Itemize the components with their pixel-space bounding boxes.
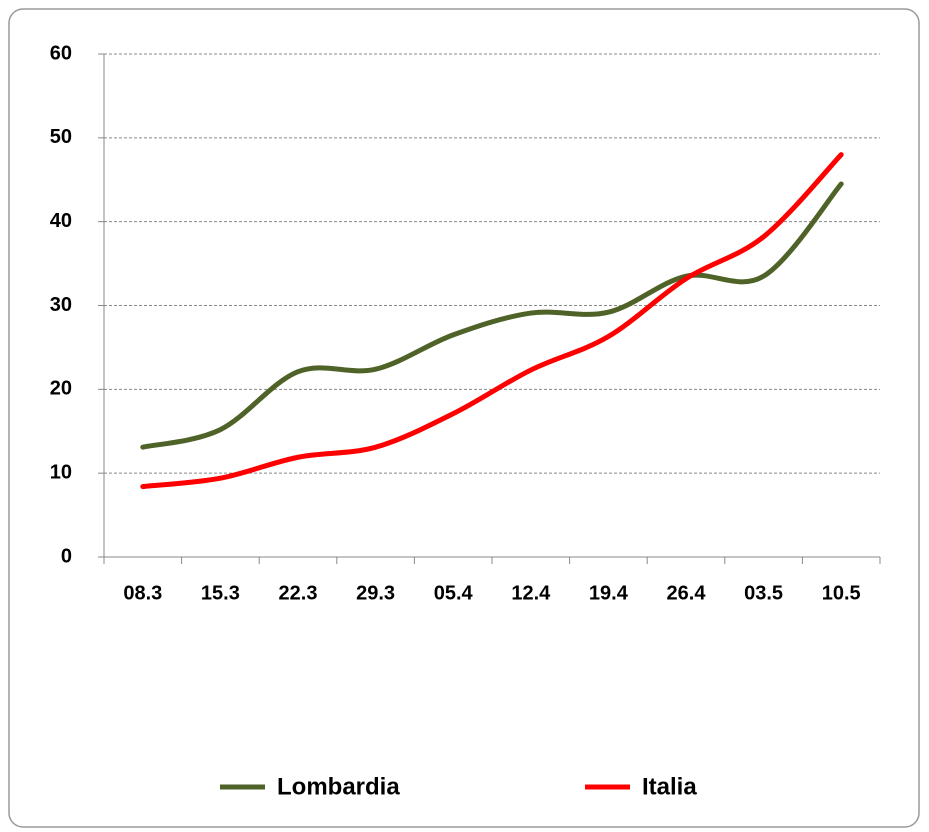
x-tick-label: 15.3 [201,582,240,604]
x-tick-label: 12.4 [511,582,551,604]
x-tick-label: 19.4 [589,582,629,604]
x-tick-label: 10.5 [822,582,861,604]
x-tick-label: 03.5 [744,582,783,604]
y-tick-label: 60 [50,42,72,64]
x-tick-label: 05.4 [434,582,474,604]
x-tick-label: 29.3 [356,582,395,604]
y-tick-label: 50 [50,126,72,148]
x-tick-label: 22.3 [279,582,318,604]
x-tick-label: 26.4 [667,582,707,604]
x-tick-label: 08.3 [123,582,162,604]
y-tick-label: 30 [50,294,72,316]
legend-label: Italia [642,773,697,800]
y-tick-label: 0 [61,545,72,567]
chart-frame [8,8,920,828]
y-tick-label: 20 [50,378,72,400]
y-tick-label: 10 [50,461,72,483]
line-series [140,152,844,490]
y-tick-label: 40 [50,210,72,232]
line-series [140,181,844,450]
legend-label: Lombardia [277,773,400,800]
